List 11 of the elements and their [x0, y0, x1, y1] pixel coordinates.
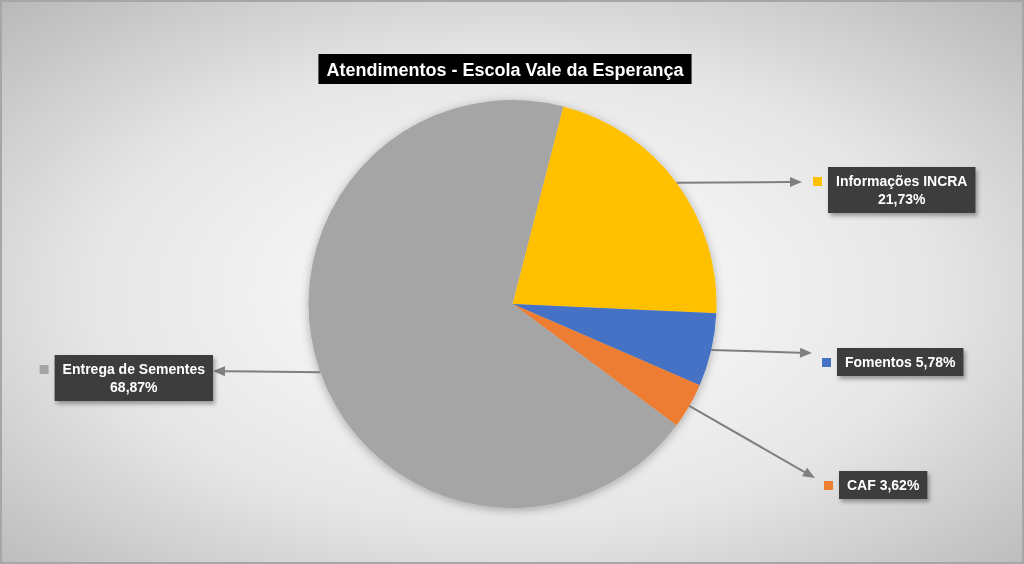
- legend-label: Informações INCRA: [836, 173, 968, 189]
- pie-slice: [308, 100, 677, 508]
- chart-title: Atendimentos - Escola Vale da Esperança: [326, 59, 685, 80]
- data-label: 68,87%: [110, 379, 159, 395]
- pie-slice: [512, 106, 717, 314]
- legend-label: Fomentos 5,78%: [845, 354, 957, 370]
- legend-label: CAF 3,62%: [847, 477, 920, 493]
- pie-slice: [512, 304, 700, 426]
- legend-label: Entrega de Sementes: [62, 361, 206, 377]
- data-label: 21,73%: [877, 191, 927, 207]
- pie-slice: [512, 304, 717, 386]
